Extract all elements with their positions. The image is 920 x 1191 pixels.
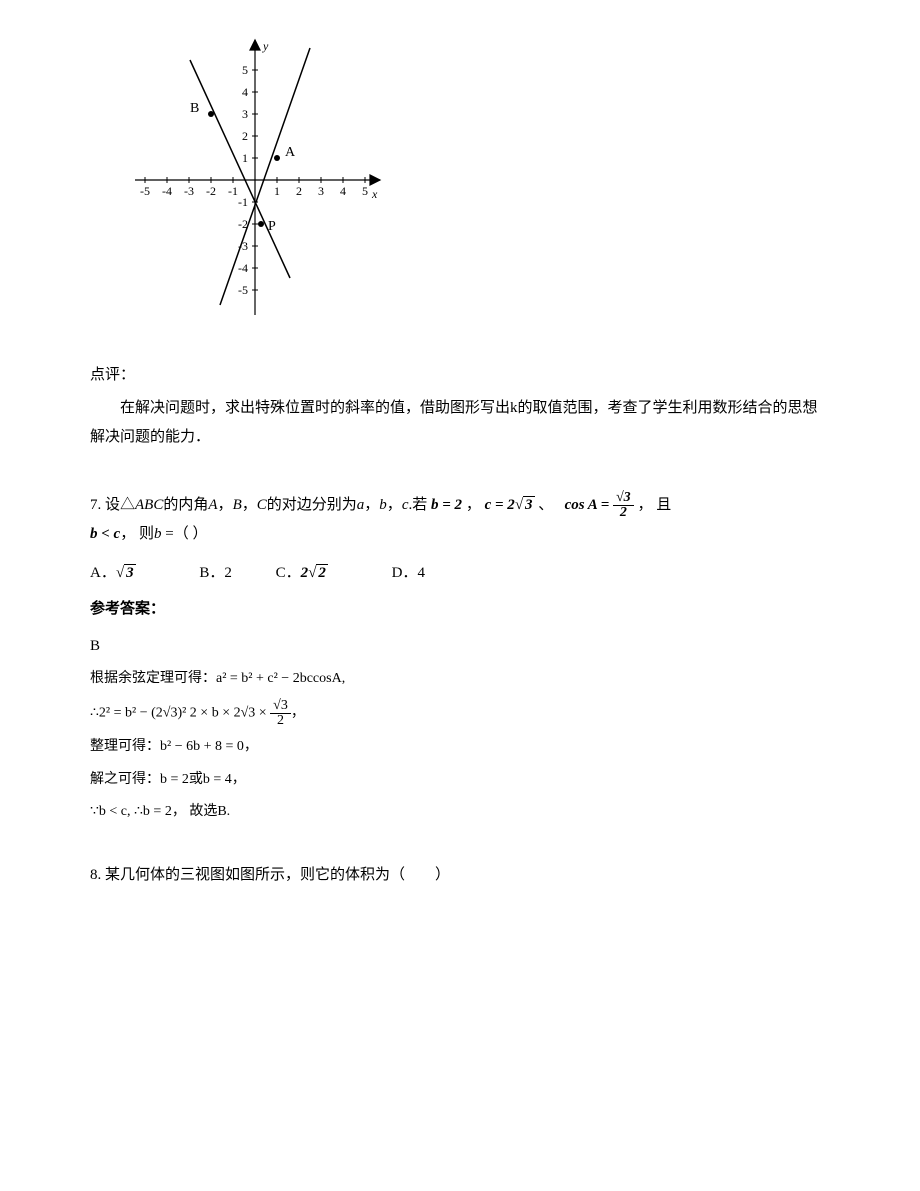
option-a: A．3 [90, 559, 136, 588]
work-line-2: ∴2² = b² − (2√3)² 2 × b × 2√3 × √32， [90, 699, 830, 728]
svg-text:-4: -4 [238, 261, 248, 275]
cond-cosA: cos A = √32 [565, 491, 634, 520]
svg-text:-3: -3 [184, 184, 194, 198]
review-label: 点评： [90, 361, 830, 390]
svg-text:-4: -4 [162, 184, 172, 198]
svg-text:2: 2 [296, 184, 302, 198]
q7-answer: B [90, 632, 830, 661]
svg-text:-1: -1 [228, 184, 238, 198]
work-line-5: ∵b < c, ∴b = 2， 故选B. [90, 799, 830, 826]
question-8: 8. 某几何体的三视图如图所示，则它的体积为（ ） [90, 861, 830, 890]
svg-text:2: 2 [242, 129, 248, 143]
svg-text:5: 5 [362, 184, 368, 198]
q7-number: 7. [90, 497, 101, 513]
svg-text:1: 1 [242, 151, 248, 165]
coordinate-graph: -5 -4 -3 -2 -1 1 2 3 4 5 5 4 3 2 1 -1 -2… [120, 30, 830, 341]
svg-text:4: 4 [340, 184, 346, 198]
svg-text:3: 3 [318, 184, 324, 198]
svg-text:-5: -5 [238, 283, 248, 297]
svg-text:3: 3 [242, 107, 248, 121]
work-line-1: 根据余弦定理可得：a² = b² + c² − 2bccosA, [90, 666, 830, 693]
svg-text:1: 1 [274, 184, 280, 198]
q8-stem: 某几何体的三视图如图所示，则它的体积为（ ） [105, 867, 450, 883]
svg-text:-1: -1 [238, 195, 248, 209]
cond-c: c = 23 [485, 497, 535, 513]
svg-text:A: A [285, 145, 296, 160]
option-c: C．22 [276, 559, 328, 588]
option-d: D．4 [392, 559, 425, 588]
answer-label: 参考答案： [90, 595, 830, 624]
svg-text:y: y [262, 39, 269, 53]
question-7: 7. 设△ABC的内角A，B，C的对边分别为a，b，c.若 b = 2 ， c … [90, 491, 830, 549]
svg-text:5: 5 [242, 63, 248, 77]
graph-svg: -5 -4 -3 -2 -1 1 2 3 4 5 5 4 3 2 1 -1 -2… [120, 30, 390, 330]
option-b: B．2 [199, 559, 232, 588]
q7-options: A．3 B．2 C．22 D．4 [90, 559, 830, 588]
svg-text:B: B [190, 101, 199, 116]
review-text: 在解决问题时，求出特殊位置时的斜率的值，借助图形写出k的取值范围，考查了学生利用… [90, 394, 830, 451]
cond-b: b = 2 [431, 497, 462, 513]
svg-text:-2: -2 [206, 184, 216, 198]
svg-text:x: x [371, 187, 378, 201]
cond-blc: b < c [90, 526, 120, 542]
work-line-3: 整理可得：b² − 6b + 8 = 0， [90, 734, 830, 761]
work-line-4: 解之可得：b = 2或b = 4， [90, 767, 830, 794]
q8-number: 8. [90, 867, 101, 883]
svg-text:-5: -5 [140, 184, 150, 198]
svg-text:P: P [268, 219, 276, 234]
svg-text:4: 4 [242, 85, 248, 99]
